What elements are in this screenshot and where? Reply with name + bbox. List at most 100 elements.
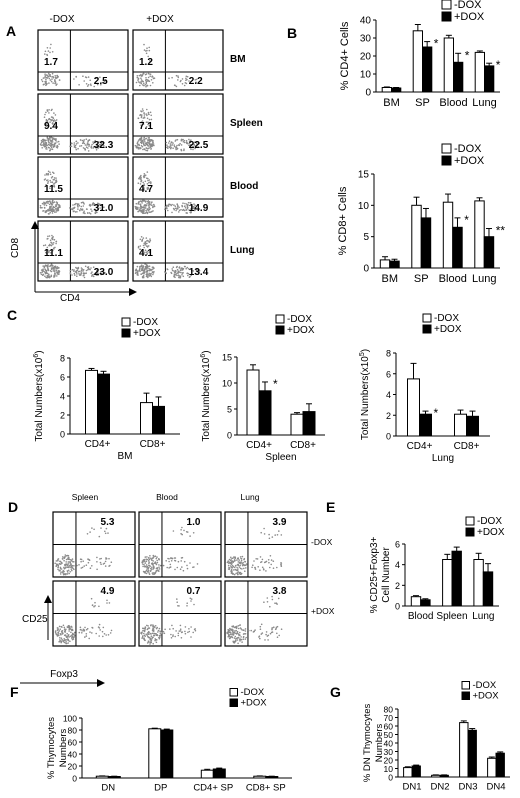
quad-value-cd4: 13.4 <box>189 267 209 278</box>
event-dot <box>152 210 154 212</box>
event-dot <box>93 605 95 608</box>
event-dot <box>145 77 147 79</box>
significance-star: * <box>496 58 501 72</box>
bar-minus-dox <box>140 402 153 435</box>
event-dot <box>55 84 57 86</box>
event-dot <box>232 572 234 575</box>
legend-label: +DOX <box>133 328 161 339</box>
event-dot <box>44 50 47 53</box>
event-dot <box>179 630 182 632</box>
x-axis-label: Spleen <box>265 452 296 463</box>
event-dot <box>43 206 46 209</box>
event-dot <box>239 624 241 626</box>
event-dot <box>233 569 235 571</box>
event-dot <box>145 52 148 55</box>
event-dot <box>53 206 56 209</box>
event-dot <box>152 77 155 80</box>
event-dot <box>56 208 58 211</box>
event-dot <box>144 174 147 176</box>
event-dot <box>40 207 42 209</box>
x-tick-label: Spleen <box>436 611 467 622</box>
event-dot <box>261 558 264 561</box>
event-dot <box>97 202 100 205</box>
event-dot <box>182 275 185 278</box>
legend: -DOX+DOX <box>121 317 161 339</box>
panel-d-ylabel: CD25 <box>22 614 48 625</box>
row-label: Spleen <box>230 118 263 129</box>
event-dot <box>39 272 42 274</box>
event-dot <box>180 149 183 152</box>
event-dot <box>139 183 142 185</box>
event-dot <box>44 75 46 77</box>
event-dot <box>141 114 143 116</box>
event-dot <box>157 631 159 633</box>
event-dot <box>85 633 88 635</box>
event-dot <box>68 558 71 560</box>
event-dot <box>239 564 241 567</box>
event-dot <box>63 566 65 569</box>
event-dot <box>50 268 53 271</box>
event-dot <box>51 201 54 204</box>
event-dot <box>104 271 106 274</box>
quad-value-cd4: 2.5 <box>94 76 108 87</box>
event-dot <box>56 271 59 274</box>
event-dot <box>66 573 69 575</box>
bar-plus-dox <box>439 774 449 778</box>
quad-value-cd8: 1.2 <box>139 57 153 68</box>
event-dot <box>54 562 56 565</box>
legend-swatch <box>441 11 452 22</box>
event-dot <box>53 268 55 271</box>
event-dot <box>71 629 74 632</box>
event-dot <box>73 565 75 567</box>
event-dot <box>152 634 155 637</box>
event-dot <box>47 170 50 173</box>
event-dot <box>148 124 151 127</box>
legend-label: -DOX <box>241 687 265 698</box>
event-dot <box>276 534 279 536</box>
event-dot <box>271 627 273 629</box>
event-dot <box>175 146 178 148</box>
event-dot <box>280 534 283 536</box>
event-dot <box>165 560 167 562</box>
event-dot <box>59 560 62 563</box>
event-dot <box>85 208 88 210</box>
event-dot <box>229 629 231 631</box>
bar-plus-dox <box>467 729 477 778</box>
event-dot <box>152 573 154 576</box>
bar-minus-dox <box>411 204 422 269</box>
event-dot <box>190 636 192 638</box>
event-dot <box>97 626 100 628</box>
negative-cluster <box>54 624 76 645</box>
bar-minus-dox <box>473 559 484 607</box>
event-dot <box>149 269 151 272</box>
event-dot <box>73 269 75 271</box>
event-dot <box>54 82 56 85</box>
event-dot <box>184 205 186 207</box>
quad-value-cd4: 22.5 <box>189 140 209 151</box>
event-dot <box>140 81 143 83</box>
event-dot <box>167 145 169 148</box>
event-dot <box>78 631 81 634</box>
event-dot <box>146 47 148 49</box>
y-tick-label: 6 <box>60 373 65 383</box>
event-dot <box>76 273 78 275</box>
event-dot <box>81 566 84 569</box>
event-dot <box>80 145 83 147</box>
event-dot <box>227 568 230 570</box>
event-dot <box>99 145 102 147</box>
event-dot <box>51 175 54 178</box>
event-dot <box>46 120 49 122</box>
event-dot <box>58 641 60 643</box>
dn-cluster <box>39 136 60 152</box>
event-dot <box>149 73 152 75</box>
event-dot <box>138 144 141 147</box>
event-dot <box>266 635 269 637</box>
bar-plus-dox <box>411 765 421 778</box>
event-dot <box>240 636 242 638</box>
event-dot <box>138 176 141 179</box>
event-dot <box>148 240 151 243</box>
event-dot <box>242 561 244 564</box>
event-dot <box>145 560 148 562</box>
flow-plot: 4.9 <box>52 580 136 647</box>
